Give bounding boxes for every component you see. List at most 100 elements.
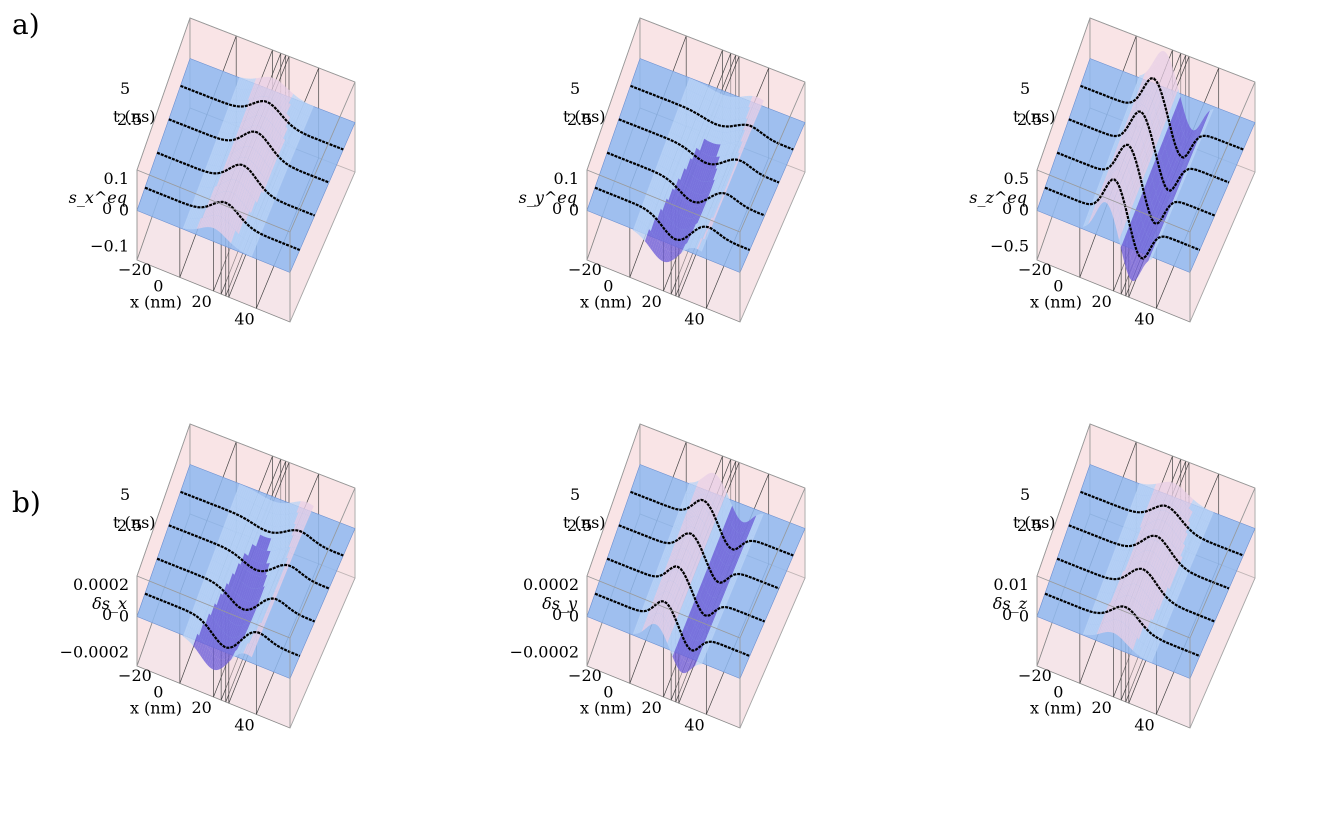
surface-patch <box>267 98 274 109</box>
surface-patch <box>247 633 254 644</box>
surface-patch <box>1129 117 1136 130</box>
surface-patch <box>687 507 694 520</box>
surface-patch <box>713 533 720 549</box>
surface-patch <box>1170 154 1177 170</box>
surface-patch <box>690 515 697 527</box>
surface-patch <box>261 210 268 224</box>
surface-patch <box>229 506 236 518</box>
surface-patch <box>697 484 704 497</box>
surface-patch <box>1158 532 1165 544</box>
surface-patch <box>703 99 710 112</box>
surface-patch <box>705 100 712 113</box>
surface-patch <box>714 105 721 118</box>
surface-patch <box>223 154 230 166</box>
surface-patch <box>262 164 269 178</box>
surface-patch <box>275 514 282 527</box>
surface-patch <box>264 550 271 564</box>
surface-patch <box>1139 259 1146 274</box>
surface-patch <box>679 100 686 112</box>
surface-patch <box>255 86 262 98</box>
surface-patch <box>228 122 235 134</box>
z-tick-label: −0.5 <box>990 237 1029 256</box>
surface-patch <box>1185 535 1192 548</box>
surface-patch <box>1127 631 1134 648</box>
surface-patch <box>1150 226 1157 239</box>
surface-patch <box>305 104 312 117</box>
surface-patch <box>253 606 260 619</box>
surface-patch <box>1119 204 1126 223</box>
surface-patch <box>1128 517 1135 529</box>
surface-patch <box>724 174 731 186</box>
surface-patch <box>244 89 251 101</box>
surface-patch <box>244 192 251 208</box>
box-edge <box>586 169 741 233</box>
surface-patch <box>722 174 730 186</box>
surface-patch <box>684 188 691 203</box>
surface-patch <box>195 208 202 219</box>
surface-patch <box>1123 584 1129 597</box>
surface-patch <box>211 574 218 588</box>
surface-patch <box>272 560 279 573</box>
surface-patch <box>1180 545 1187 558</box>
surface-patch <box>1177 500 1184 511</box>
surface-patch <box>1182 547 1189 560</box>
surface-patch <box>217 191 224 204</box>
surface-patch <box>212 657 219 670</box>
surface-patch <box>1114 158 1121 171</box>
surface-patch <box>1150 57 1157 71</box>
surface-patch <box>1157 580 1165 595</box>
surface-patch <box>206 615 213 630</box>
surface-patch <box>1179 530 1186 542</box>
surface-patch <box>226 152 233 165</box>
surface-patch <box>1146 146 1154 165</box>
surface-patch <box>1188 539 1195 551</box>
surface-patch <box>186 218 193 230</box>
surface-patch <box>679 659 686 673</box>
surface-patch <box>687 174 694 189</box>
surface-patch <box>238 637 245 648</box>
surface-patch <box>296 125 304 137</box>
surface-patch <box>1157 482 1164 494</box>
surface-patch <box>1163 501 1170 511</box>
surface-patch <box>252 575 259 589</box>
surface-patch <box>283 535 290 549</box>
surface-patch <box>673 514 680 526</box>
surface-patch <box>1146 550 1153 563</box>
surface-patch <box>675 149 682 163</box>
x-tick-label: −20 <box>118 666 152 685</box>
surface-patch <box>695 165 702 179</box>
surface-patch <box>265 108 272 120</box>
surface-patch <box>674 228 681 241</box>
surface-patch <box>716 480 723 496</box>
surface-patch <box>243 613 250 626</box>
surface-patch <box>1156 100 1163 119</box>
surface-patch <box>254 138 261 151</box>
surface-patch <box>208 153 215 165</box>
surface-patch <box>1137 193 1144 212</box>
surface-patch <box>725 563 732 576</box>
surface-patch <box>1111 548 1118 560</box>
surface-patch <box>1139 574 1146 589</box>
surface-patch <box>694 479 701 492</box>
surface-patch <box>656 244 663 259</box>
surface-patch <box>279 167 286 180</box>
surface-patch <box>731 96 738 109</box>
surface-patch <box>272 160 279 173</box>
surface-patch <box>1128 528 1135 540</box>
surface-patch <box>673 241 680 252</box>
surface-patch <box>1115 620 1122 636</box>
surface-patch <box>1157 187 1164 203</box>
surface-patch <box>1159 191 1166 205</box>
surface-patch <box>700 507 707 522</box>
surface-patch <box>1139 72 1146 86</box>
surface-patch <box>728 141 736 155</box>
surface-patch <box>711 529 718 545</box>
surface-patch <box>1131 584 1138 598</box>
surface-patch <box>1101 621 1108 634</box>
surface-patch <box>708 206 715 218</box>
surface-patch <box>735 153 742 165</box>
surface-patch <box>706 499 713 514</box>
surface-patch <box>1119 586 1126 599</box>
surface-patch <box>242 586 249 600</box>
surface-patch <box>248 588 255 602</box>
